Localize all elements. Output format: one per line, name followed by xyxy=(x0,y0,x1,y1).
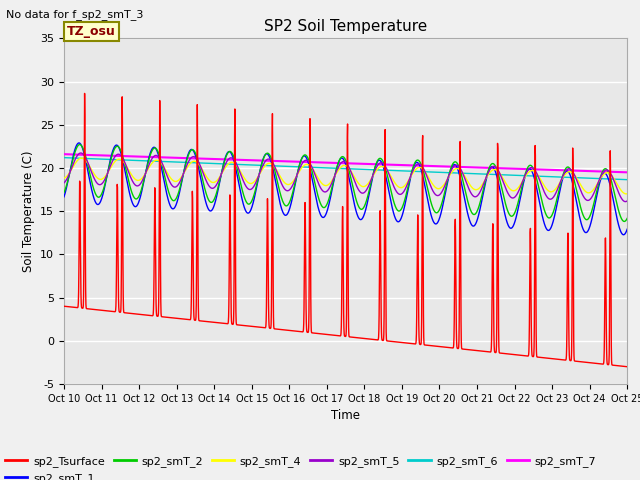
X-axis label: Time: Time xyxy=(331,409,360,422)
Title: SP2 Soil Temperature: SP2 Soil Temperature xyxy=(264,20,428,35)
Text: No data for f_sp2_smT_3: No data for f_sp2_smT_3 xyxy=(6,9,144,20)
Legend: sp2_Tsurface, sp2_smT_1, sp2_smT_2, sp2_smT_4, sp2_smT_5, sp2_smT_6, sp2_smT_7: sp2_Tsurface, sp2_smT_1, sp2_smT_2, sp2_… xyxy=(1,452,600,480)
Y-axis label: Soil Temperature (C): Soil Temperature (C) xyxy=(22,150,35,272)
Text: TZ_osu: TZ_osu xyxy=(67,25,116,38)
